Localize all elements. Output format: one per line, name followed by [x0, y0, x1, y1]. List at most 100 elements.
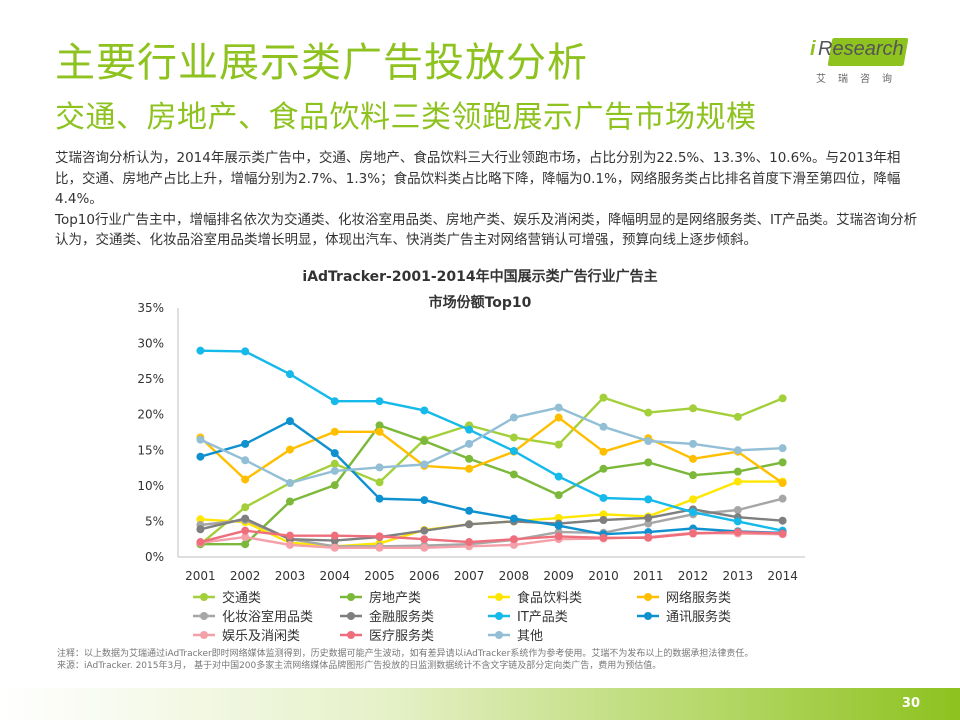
data-point [330, 481, 339, 490]
legend-marker [347, 593, 355, 601]
legend-marker [644, 612, 652, 620]
data-point [330, 543, 339, 552]
data-point [420, 496, 429, 505]
data-point [285, 531, 294, 540]
data-point [733, 467, 742, 476]
data-point [599, 422, 608, 431]
data-point [509, 470, 518, 479]
data-point [509, 535, 518, 544]
x-tick-label: 2002 [230, 569, 261, 583]
data-point [509, 446, 518, 455]
x-tick-label: 2009 [543, 569, 574, 583]
x-tick-label: 2010 [588, 569, 619, 583]
data-point [375, 478, 384, 487]
data-point [196, 538, 205, 547]
data-point [330, 449, 339, 458]
data-point [644, 495, 653, 504]
data-point [375, 463, 384, 472]
data-point [644, 437, 653, 446]
data-point [196, 515, 205, 524]
data-point [241, 533, 250, 542]
series-line-10 [199, 406, 783, 485]
data-point [778, 458, 787, 467]
y-tick-label: 25% [137, 372, 164, 386]
x-tick-label: 2011 [633, 569, 664, 583]
data-point [285, 540, 294, 549]
data-point [778, 529, 787, 538]
data-point [554, 513, 563, 522]
description: 艾瑞咨询分析认为，2014年展示类广告中，交通、房地产、食品饮料三大行业领跑市场… [55, 148, 925, 251]
legend-label: 其他 [517, 629, 543, 644]
y-tick-label: 0% [145, 550, 164, 564]
y-tick-label: 10% [137, 479, 164, 493]
data-point [689, 508, 698, 517]
data-point [420, 437, 429, 446]
data-point [375, 494, 384, 503]
page-subtitle: 交通、房地产、食品饮料三类领跑展示广告市场规模 [55, 100, 757, 135]
x-tick-label: 2012 [678, 569, 709, 583]
data-point [241, 526, 250, 535]
data-point [644, 513, 653, 522]
data-point [420, 460, 429, 469]
data-point [554, 472, 563, 481]
data-point [420, 526, 429, 535]
data-point [241, 439, 250, 448]
data-point [375, 427, 384, 436]
x-tick-label: 2003 [275, 569, 306, 583]
data-point [733, 477, 742, 486]
data-point [420, 535, 429, 544]
logo-chinese: 艾瑞咨询 [816, 74, 904, 85]
x-tick-label: 2014 [767, 569, 798, 583]
data-point [733, 528, 742, 537]
data-point [689, 404, 698, 413]
data-point [330, 531, 339, 540]
data-point [599, 516, 608, 525]
data-point [465, 439, 474, 448]
iresearch-logo: i Research 艾瑞咨询 [808, 34, 909, 86]
data-point [509, 540, 518, 549]
legend-label: 通讯服务类 [666, 609, 731, 625]
data-point [330, 459, 339, 468]
x-tick-label: 2006 [409, 569, 440, 583]
series-line-7 [200, 419, 783, 536]
data-point [196, 435, 205, 444]
data-point [733, 446, 742, 455]
series-line-9 [200, 529, 783, 544]
data-point [509, 514, 518, 523]
data-point [241, 503, 250, 512]
page-title: 主要行业展示类广告投放分析 [55, 40, 588, 86]
x-tick-label: 2001 [185, 569, 216, 583]
data-point [196, 346, 205, 355]
data-point [285, 417, 294, 426]
legend-marker [495, 631, 503, 639]
legend-label: IT产品类 [517, 610, 568, 625]
data-point [330, 397, 339, 406]
legend-marker [200, 612, 208, 620]
data-point [733, 506, 742, 515]
page-number: 30 [901, 696, 920, 711]
data-point [689, 471, 698, 480]
y-tick-label: 30% [137, 337, 164, 351]
data-point [196, 525, 205, 534]
data-point [509, 413, 518, 422]
x-tick-label: 2008 [499, 569, 530, 583]
legend-marker [200, 593, 208, 601]
series-line-1 [200, 424, 783, 546]
data-point [554, 403, 563, 412]
series-line-3 [199, 416, 784, 484]
data-point [554, 440, 563, 449]
description-paragraph-1: 艾瑞咨询分析认为，2014年展示类广告中，交通、房地产、食品饮料三大行业领跑市场… [55, 150, 901, 207]
data-point [241, 347, 250, 356]
data-point [778, 516, 787, 525]
x-tick-label: 2007 [454, 569, 485, 583]
data-point [689, 454, 698, 463]
legend-marker [495, 612, 503, 620]
series-line-6 [200, 349, 783, 532]
data-point [778, 494, 787, 503]
note-line-1: 注释：以上数据为艾瑞通过iAdTracker即时网络媒体监测得到，历史数据可能产… [57, 649, 754, 659]
data-point [644, 408, 653, 417]
data-point [465, 520, 474, 529]
data-point [644, 458, 653, 467]
data-point [375, 543, 384, 552]
